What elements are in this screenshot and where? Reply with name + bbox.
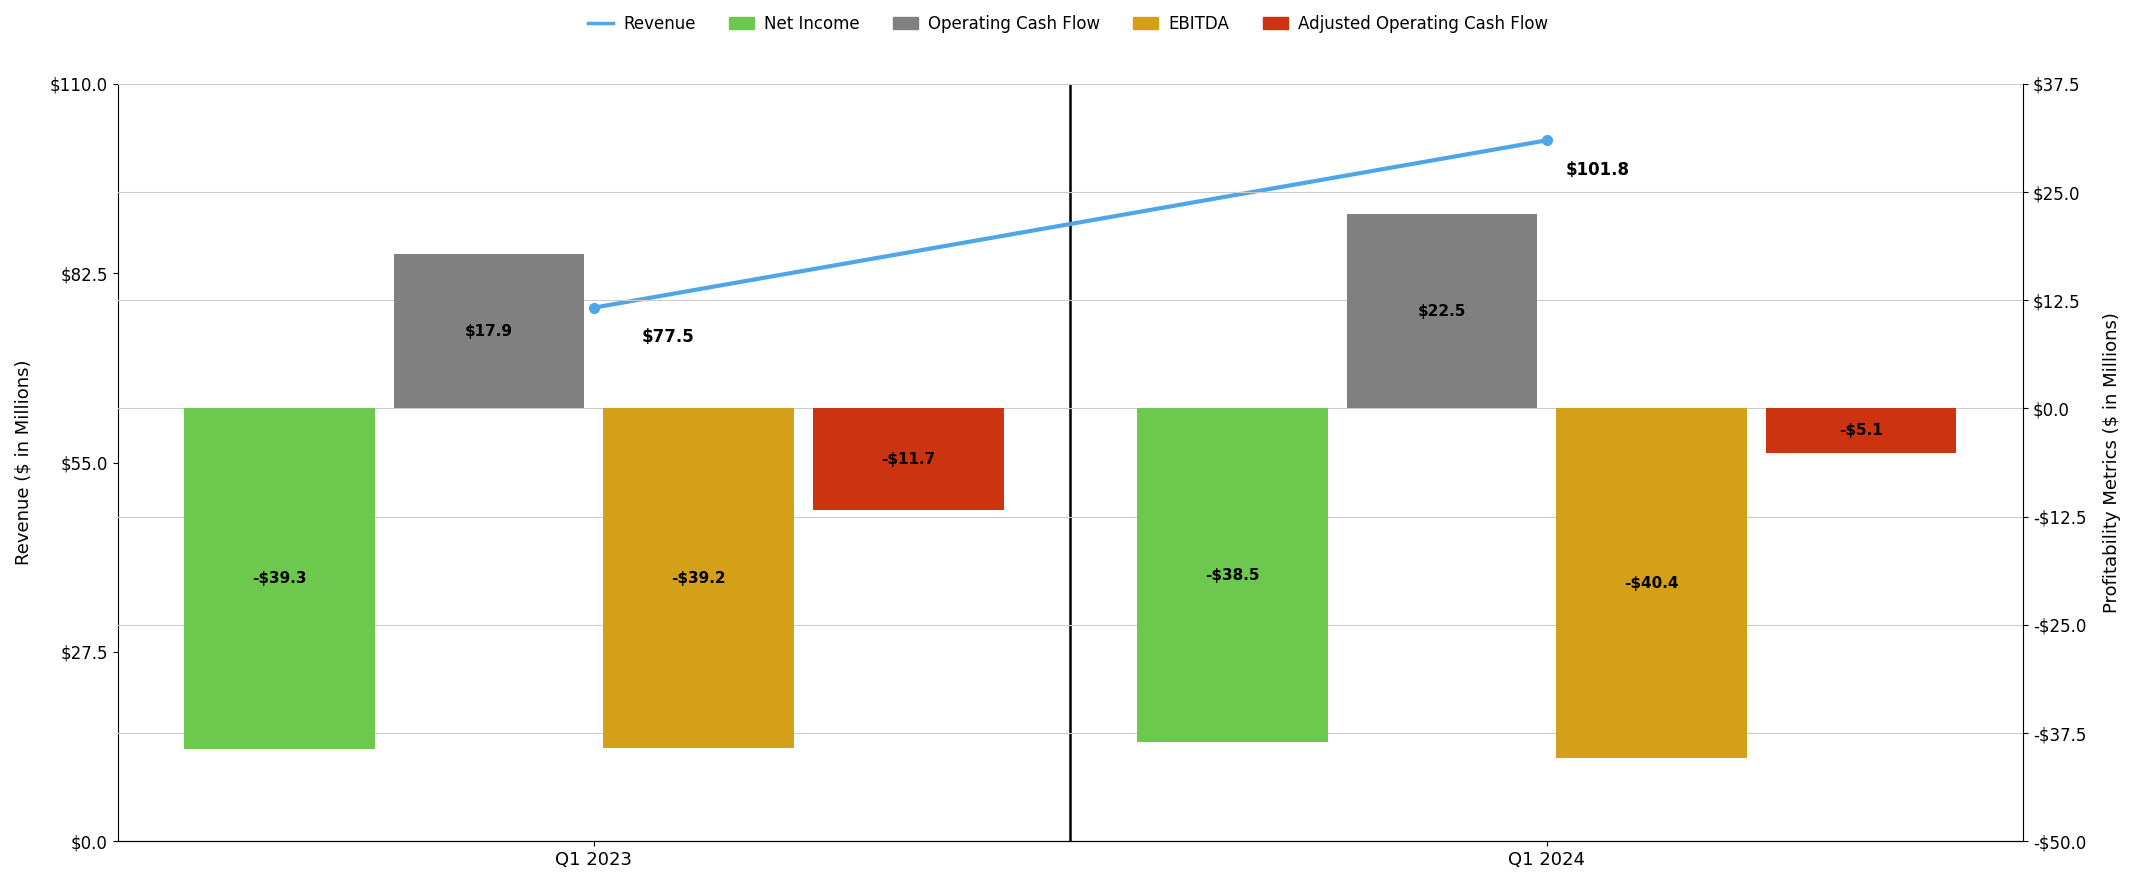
Text: -$39.2: -$39.2: [671, 571, 726, 585]
Text: $17.9: $17.9: [466, 324, 513, 339]
Text: -$38.5: -$38.5: [1205, 568, 1260, 583]
Bar: [1557, 408, 1747, 758]
Text: -$11.7: -$11.7: [882, 452, 936, 467]
Bar: [1766, 408, 1957, 453]
Bar: [1346, 214, 1538, 408]
Text: -$5.1: -$5.1: [1839, 423, 1884, 438]
Text: $101.8: $101.8: [1566, 161, 1630, 179]
Bar: [814, 408, 1004, 510]
Legend: Revenue, Net Income, Operating Cash Flow, EBITDA, Adjusted Operating Cash Flow: Revenue, Net Income, Operating Cash Flow…: [581, 8, 1555, 40]
Text: -$39.3: -$39.3: [252, 571, 308, 586]
Text: $22.5: $22.5: [1418, 303, 1465, 318]
Text: -$40.4: -$40.4: [1623, 575, 1679, 591]
Y-axis label: Revenue ($ in Millions): Revenue ($ in Millions): [15, 360, 32, 566]
Bar: [604, 408, 795, 748]
Y-axis label: Profitability Metrics ($ in Millions): Profitability Metrics ($ in Millions): [2104, 312, 2121, 613]
Bar: [1136, 408, 1329, 742]
Bar: [393, 254, 585, 408]
Bar: [184, 408, 374, 749]
Text: $77.5: $77.5: [641, 328, 694, 346]
